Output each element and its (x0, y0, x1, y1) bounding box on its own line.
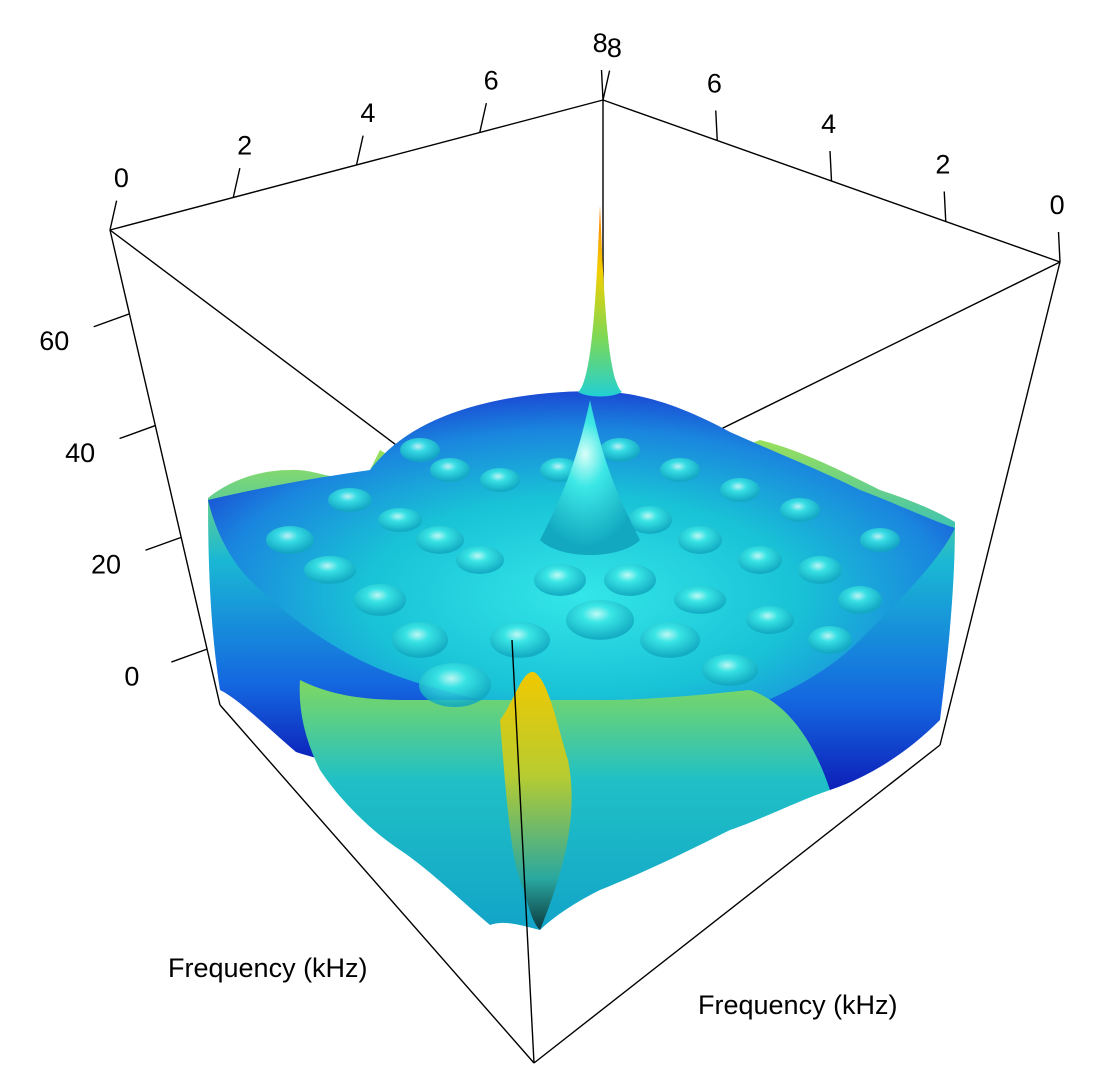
surface-bump (678, 526, 722, 554)
y-axis-tick-label: 6 (707, 69, 722, 99)
surface-bump (304, 556, 356, 584)
surface-bump (738, 546, 782, 574)
surface-bump (266, 526, 314, 554)
y-axis-title: Frequency (kHz) (698, 990, 898, 1020)
surface-plot (208, 205, 955, 930)
surface-bump (534, 564, 586, 596)
surface-bump (808, 626, 852, 654)
x-axis-title: Frequency (kHz) (168, 953, 368, 983)
peak-back-spike (578, 205, 622, 397)
z-axis-tick-label: 0 (124, 661, 139, 691)
peak-front-spike (500, 671, 572, 930)
x-axis-tick (479, 102, 488, 133)
surface-bump (720, 478, 760, 502)
surface-bump (628, 506, 672, 534)
surface-bump (838, 586, 882, 614)
surface-bump (430, 458, 470, 482)
box-front (109, 229, 1061, 1064)
x-axis-tick (109, 200, 118, 231)
x-axis-tick (232, 167, 241, 198)
surface-bump (566, 600, 634, 640)
surface-bumps (266, 438, 900, 707)
surface-bump (798, 556, 842, 584)
z-axis-tick-label: 20 (91, 550, 121, 580)
surface-bump (660, 458, 700, 482)
x-axis-tick (355, 135, 364, 166)
surface-bump (416, 526, 464, 554)
surface-bump (456, 546, 504, 574)
surface-bump (600, 438, 640, 462)
y-axis-tick (600, 69, 604, 101)
z-axis-tick-label: 60 (39, 326, 69, 356)
surface-bump (490, 622, 550, 658)
y-axis-tick (1057, 231, 1061, 263)
surface-bump (328, 488, 372, 512)
x-axis-tick-label: 6 (484, 66, 499, 96)
z-axis-tick (93, 313, 130, 328)
surface-bump (860, 528, 900, 552)
surface-bump (392, 622, 448, 658)
x-axis-tick (602, 70, 611, 101)
x-axis-tick-label: 8 (607, 33, 622, 63)
x-axis-tick-label: 0 (114, 163, 129, 193)
y-axis-tick-label: 8 (593, 28, 608, 58)
y-axis-tick-label: 2 (935, 150, 950, 180)
surface-bump (674, 586, 726, 614)
y-axis-tick (829, 150, 833, 182)
surface-bump (480, 468, 520, 492)
x-axis-tick-label: 2 (237, 131, 252, 161)
surface-bump (780, 498, 820, 522)
y-axis-tick-label: 4 (821, 109, 836, 139)
z-axis-tick-label: 40 (65, 438, 95, 468)
z-axis-tick (145, 536, 182, 551)
surface-bump (378, 508, 422, 532)
surface-bump (400, 438, 440, 462)
z-axis-tick (119, 424, 156, 440)
surface-bump (746, 606, 794, 634)
y-axis-tick (715, 110, 718, 141)
axis-ticks: 0 2 4 6 8 0 2 4 6 8 0 20 40 60 (39, 28, 1065, 691)
y-axis-tick-label: 0 (1050, 190, 1065, 220)
x-axis-tick-label: 4 (360, 98, 375, 128)
y-axis-tick (943, 191, 947, 222)
z-axis-tick (171, 648, 208, 663)
surface-bump (354, 584, 406, 616)
surface-bump (640, 622, 700, 658)
surface-bump (702, 654, 758, 686)
surface-bump (419, 663, 491, 707)
peak-center-ridge (540, 400, 640, 555)
surface-bump (604, 564, 656, 596)
